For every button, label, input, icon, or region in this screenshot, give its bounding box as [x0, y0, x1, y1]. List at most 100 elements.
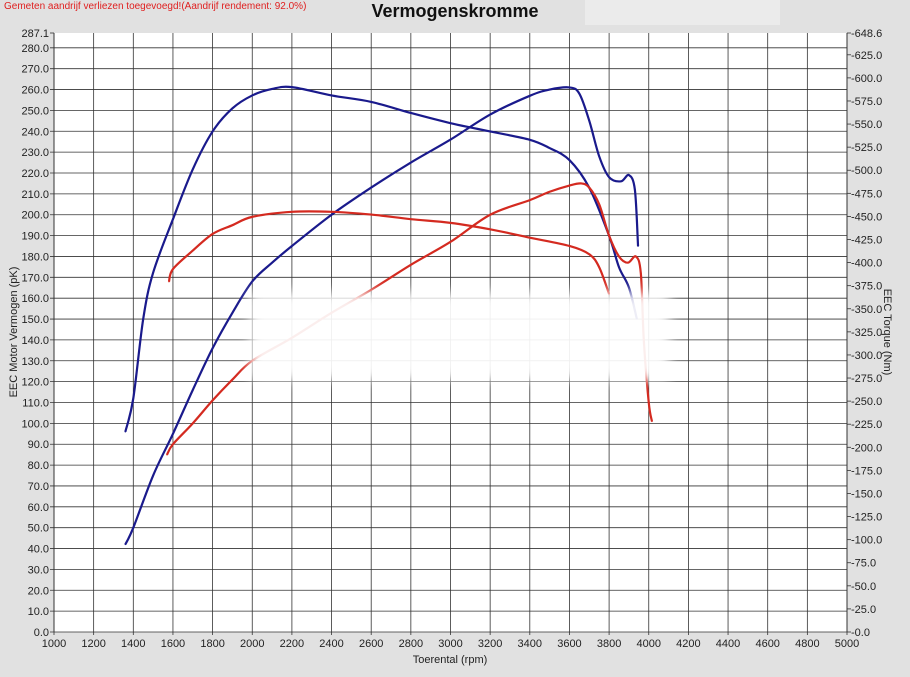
- data-point: [166, 453, 168, 456]
- data-point: [152, 271, 154, 274]
- data-point: [251, 94, 254, 97]
- y-tick-label: 60.0: [28, 502, 49, 514]
- x-tick-label: 4000: [637, 638, 661, 650]
- x-tick-label: 2600: [359, 638, 383, 650]
- y-tick-label: 20.0: [28, 585, 49, 597]
- y-tick-label: 10.0: [28, 606, 49, 618]
- y-tick-label: 30.0: [28, 564, 49, 576]
- x-tick-label: 1000: [42, 638, 66, 650]
- data-point: [588, 120, 591, 122]
- y2-tick-label: -300.0: [851, 350, 882, 362]
- data-point: [489, 213, 491, 216]
- y2-tick-label: -75.0: [851, 558, 876, 570]
- data-point: [640, 272, 642, 274]
- y-tick-label: 190.0: [21, 231, 49, 243]
- y-tick-label: 200.0: [21, 210, 49, 222]
- y-tick-label: 287.1: [21, 28, 49, 40]
- y-tick-label: 140.0: [21, 335, 49, 347]
- data-point: [620, 180, 622, 183]
- chart-title: Vermogenskromme: [371, 1, 538, 21]
- y-tick-label: 90.0: [28, 439, 49, 451]
- data-point: [231, 224, 234, 226]
- data-point: [529, 138, 531, 141]
- y-tick-label: 180.0: [21, 251, 49, 263]
- data-point: [529, 199, 531, 201]
- data-point: [330, 213, 333, 216]
- x-tick-label: 4800: [795, 638, 819, 650]
- y-tick-label: 110.0: [22, 397, 49, 409]
- y2-tick-label: -525.0: [851, 142, 882, 154]
- data-point: [152, 474, 154, 477]
- data-point: [231, 107, 234, 110]
- data-point: [370, 289, 373, 291]
- data-point: [529, 236, 531, 239]
- data-point: [291, 86, 293, 88]
- data-point: [627, 261, 629, 264]
- data-point: [578, 92, 581, 95]
- data-point: [410, 263, 412, 266]
- y-tick-label: 270.0: [21, 64, 49, 76]
- y-tick-label: 150.0: [21, 314, 49, 326]
- data-point: [251, 216, 254, 218]
- y-tick-label: 40.0: [28, 544, 49, 556]
- data-point: [191, 422, 194, 425]
- data-point: [580, 182, 583, 185]
- data-point: [588, 186, 591, 189]
- x-tick-label: 1400: [121, 638, 145, 650]
- y2-tick-label: -400.0: [851, 258, 882, 270]
- header-panel: [585, 0, 780, 25]
- y-tick-label: 260.0: [21, 85, 49, 97]
- y-tick-label: 80.0: [28, 460, 49, 472]
- data-point: [647, 401, 650, 404]
- data-point: [211, 399, 214, 402]
- data-point: [449, 122, 452, 124]
- data-point: [132, 526, 135, 529]
- y-tick-label: 70.0: [28, 481, 49, 493]
- data-point: [489, 228, 491, 231]
- data-point: [529, 95, 531, 97]
- x-tick-label: 3600: [557, 638, 581, 650]
- data-point: [598, 155, 600, 158]
- data-point: [172, 432, 174, 435]
- x-tick-label: 3800: [597, 638, 621, 650]
- axes: 1000 1200 1400 1600 1800 2000 2200 2400 2600 2800…: [21, 28, 882, 650]
- y-tick-label: 230.0: [21, 147, 49, 159]
- data-point: [410, 161, 412, 164]
- x-tick-label: 4400: [716, 638, 740, 650]
- data-point: [172, 443, 174, 446]
- data-point: [142, 318, 145, 320]
- x-tick-label: 2800: [399, 638, 423, 650]
- y2-axis-label: EEC Torque (Nm): [881, 289, 893, 376]
- y2-tick-label: -25.0: [851, 604, 876, 616]
- blue-power-line: [124, 86, 640, 545]
- x-tick-label: 1200: [81, 638, 105, 650]
- x-tick-label: 1800: [200, 638, 224, 650]
- data-point: [548, 88, 551, 91]
- y2-tick-label: -150.0: [851, 488, 882, 500]
- y-tick-label: 220.0: [21, 168, 49, 180]
- data-point: [330, 210, 333, 213]
- data-point: [598, 203, 600, 206]
- y-tick-label: 50.0: [28, 523, 49, 535]
- data-point: [410, 112, 412, 114]
- data-point: [172, 218, 174, 220]
- x-tick-label: 4200: [676, 638, 700, 650]
- data-point: [191, 168, 194, 171]
- redaction-patch: [250, 292, 670, 380]
- data-point: [172, 268, 174, 270]
- y2-tick-label: -625.0: [851, 50, 882, 62]
- data-point: [634, 188, 636, 191]
- data-point: [231, 311, 234, 314]
- data-point: [608, 176, 610, 178]
- x-axis-label: Toerental (rpm): [413, 654, 488, 666]
- data-point: [489, 113, 491, 116]
- series-group: [124, 85, 654, 546]
- data-point: [271, 261, 273, 264]
- data-point: [271, 88, 273, 90]
- y2-tick-label: -225.0: [851, 419, 882, 431]
- data-point: [588, 253, 591, 256]
- data-point: [568, 184, 571, 187]
- y2-tick-label: -425.0: [851, 235, 882, 247]
- data-point: [568, 159, 571, 161]
